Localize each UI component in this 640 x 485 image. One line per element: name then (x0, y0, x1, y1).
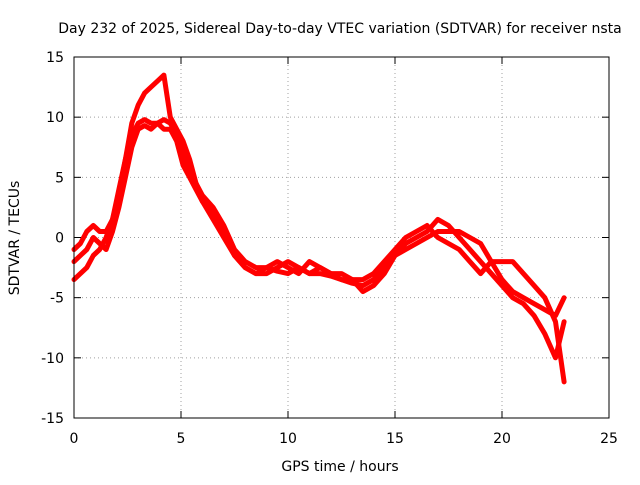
series-line-track-3 (71, 120, 567, 385)
axis-ticks: 0 5 10 15 20 25 -15 -10 -5 0 5 10 15 (41, 50, 618, 447)
x-tick-label: 15 (386, 431, 404, 447)
x-tick-label: 0 (70, 431, 79, 447)
y-tick-label: 5 (55, 170, 64, 186)
x-tick-label: 10 (279, 431, 297, 447)
y-tick-label: 15 (46, 50, 64, 66)
x-tick-label: 20 (493, 431, 511, 447)
y-axis-label: SDTVAR / TECUs (7, 181, 23, 296)
y-tick-label: -10 (41, 351, 64, 367)
y-tick-label: -15 (41, 411, 64, 427)
y-tick-label: 0 (55, 231, 64, 247)
grid-lines (74, 57, 609, 418)
y-tick-label: 10 (46, 110, 64, 126)
x-axis-label: GPS time / hours (281, 459, 398, 475)
data-series (71, 72, 567, 385)
series-line-track-2 (71, 72, 567, 361)
chart-title: Day 232 of 2025, Sidereal Day-to-day VTE… (58, 21, 621, 37)
x-tick-label: 5 (177, 431, 186, 447)
x-tick-label: 25 (600, 431, 618, 447)
y-tick-label: -5 (50, 291, 64, 307)
